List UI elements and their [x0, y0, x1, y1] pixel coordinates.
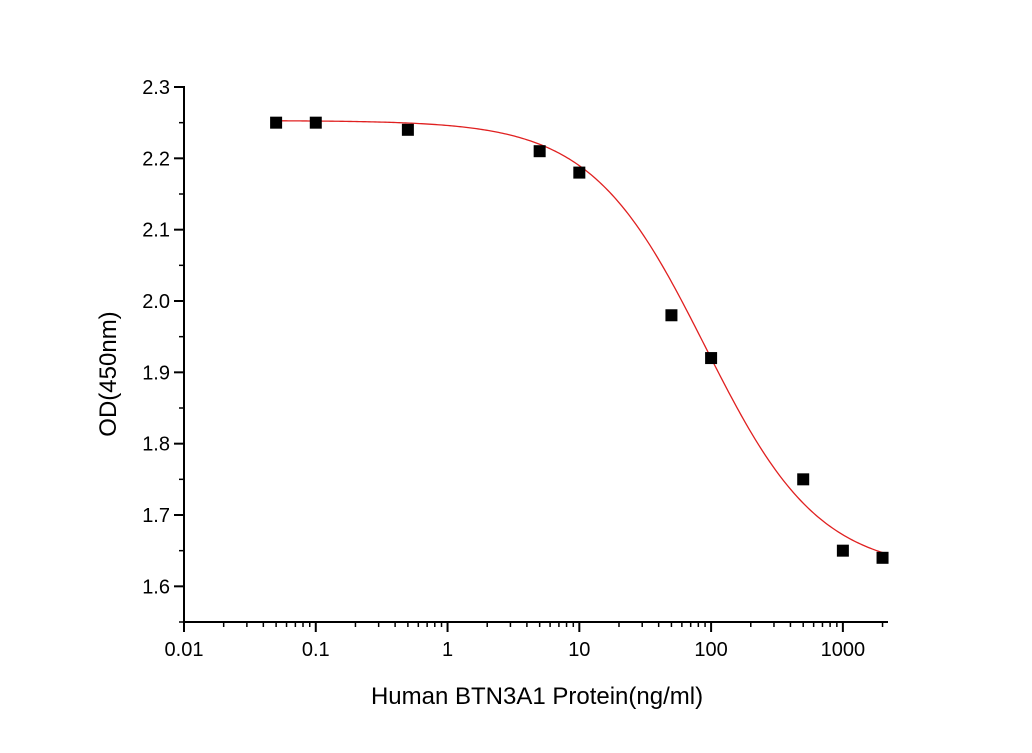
y-tick-label: 2.1	[142, 220, 170, 242]
data-points	[270, 116, 889, 564]
data-point	[533, 145, 546, 158]
y-tick-label: 2.0	[142, 291, 170, 313]
axes: 1.6 1.7 1.8 1.9 2.0 2.1 2.2 2.3 0.01 0.1 1 10 100 100…	[142, 77, 888, 661]
y-tick-label: 2.3	[142, 77, 170, 99]
y-tick-label: 2.2	[142, 148, 170, 170]
data-point	[665, 309, 678, 322]
data-point	[573, 166, 586, 179]
data-point	[797, 473, 810, 486]
y-tick-label: 1.9	[142, 362, 170, 384]
y-tick-label: 1.8	[142, 434, 170, 456]
x-tick-label: 1000	[821, 639, 866, 661]
x-axis-label: Human BTN3A1 Protein(ng/ml)	[371, 683, 703, 710]
y-tick-label: 1.6	[142, 576, 170, 598]
data-point	[270, 116, 283, 129]
y-tick-label: 1.7	[142, 505, 170, 527]
data-point	[401, 123, 414, 136]
x-tick-label: 0.01	[165, 639, 204, 661]
data-point	[836, 544, 849, 557]
x-tick-label: 10	[568, 639, 590, 661]
data-point	[876, 551, 889, 564]
x-tick-label: 1	[442, 639, 453, 661]
data-point	[705, 352, 718, 365]
x-tick-label: 100	[694, 639, 727, 661]
x-tick-label: 0.1	[302, 639, 330, 661]
data-point	[309, 116, 322, 129]
y-axis-label: OD(450nm)	[95, 311, 122, 436]
fit-curve	[276, 120, 883, 554]
